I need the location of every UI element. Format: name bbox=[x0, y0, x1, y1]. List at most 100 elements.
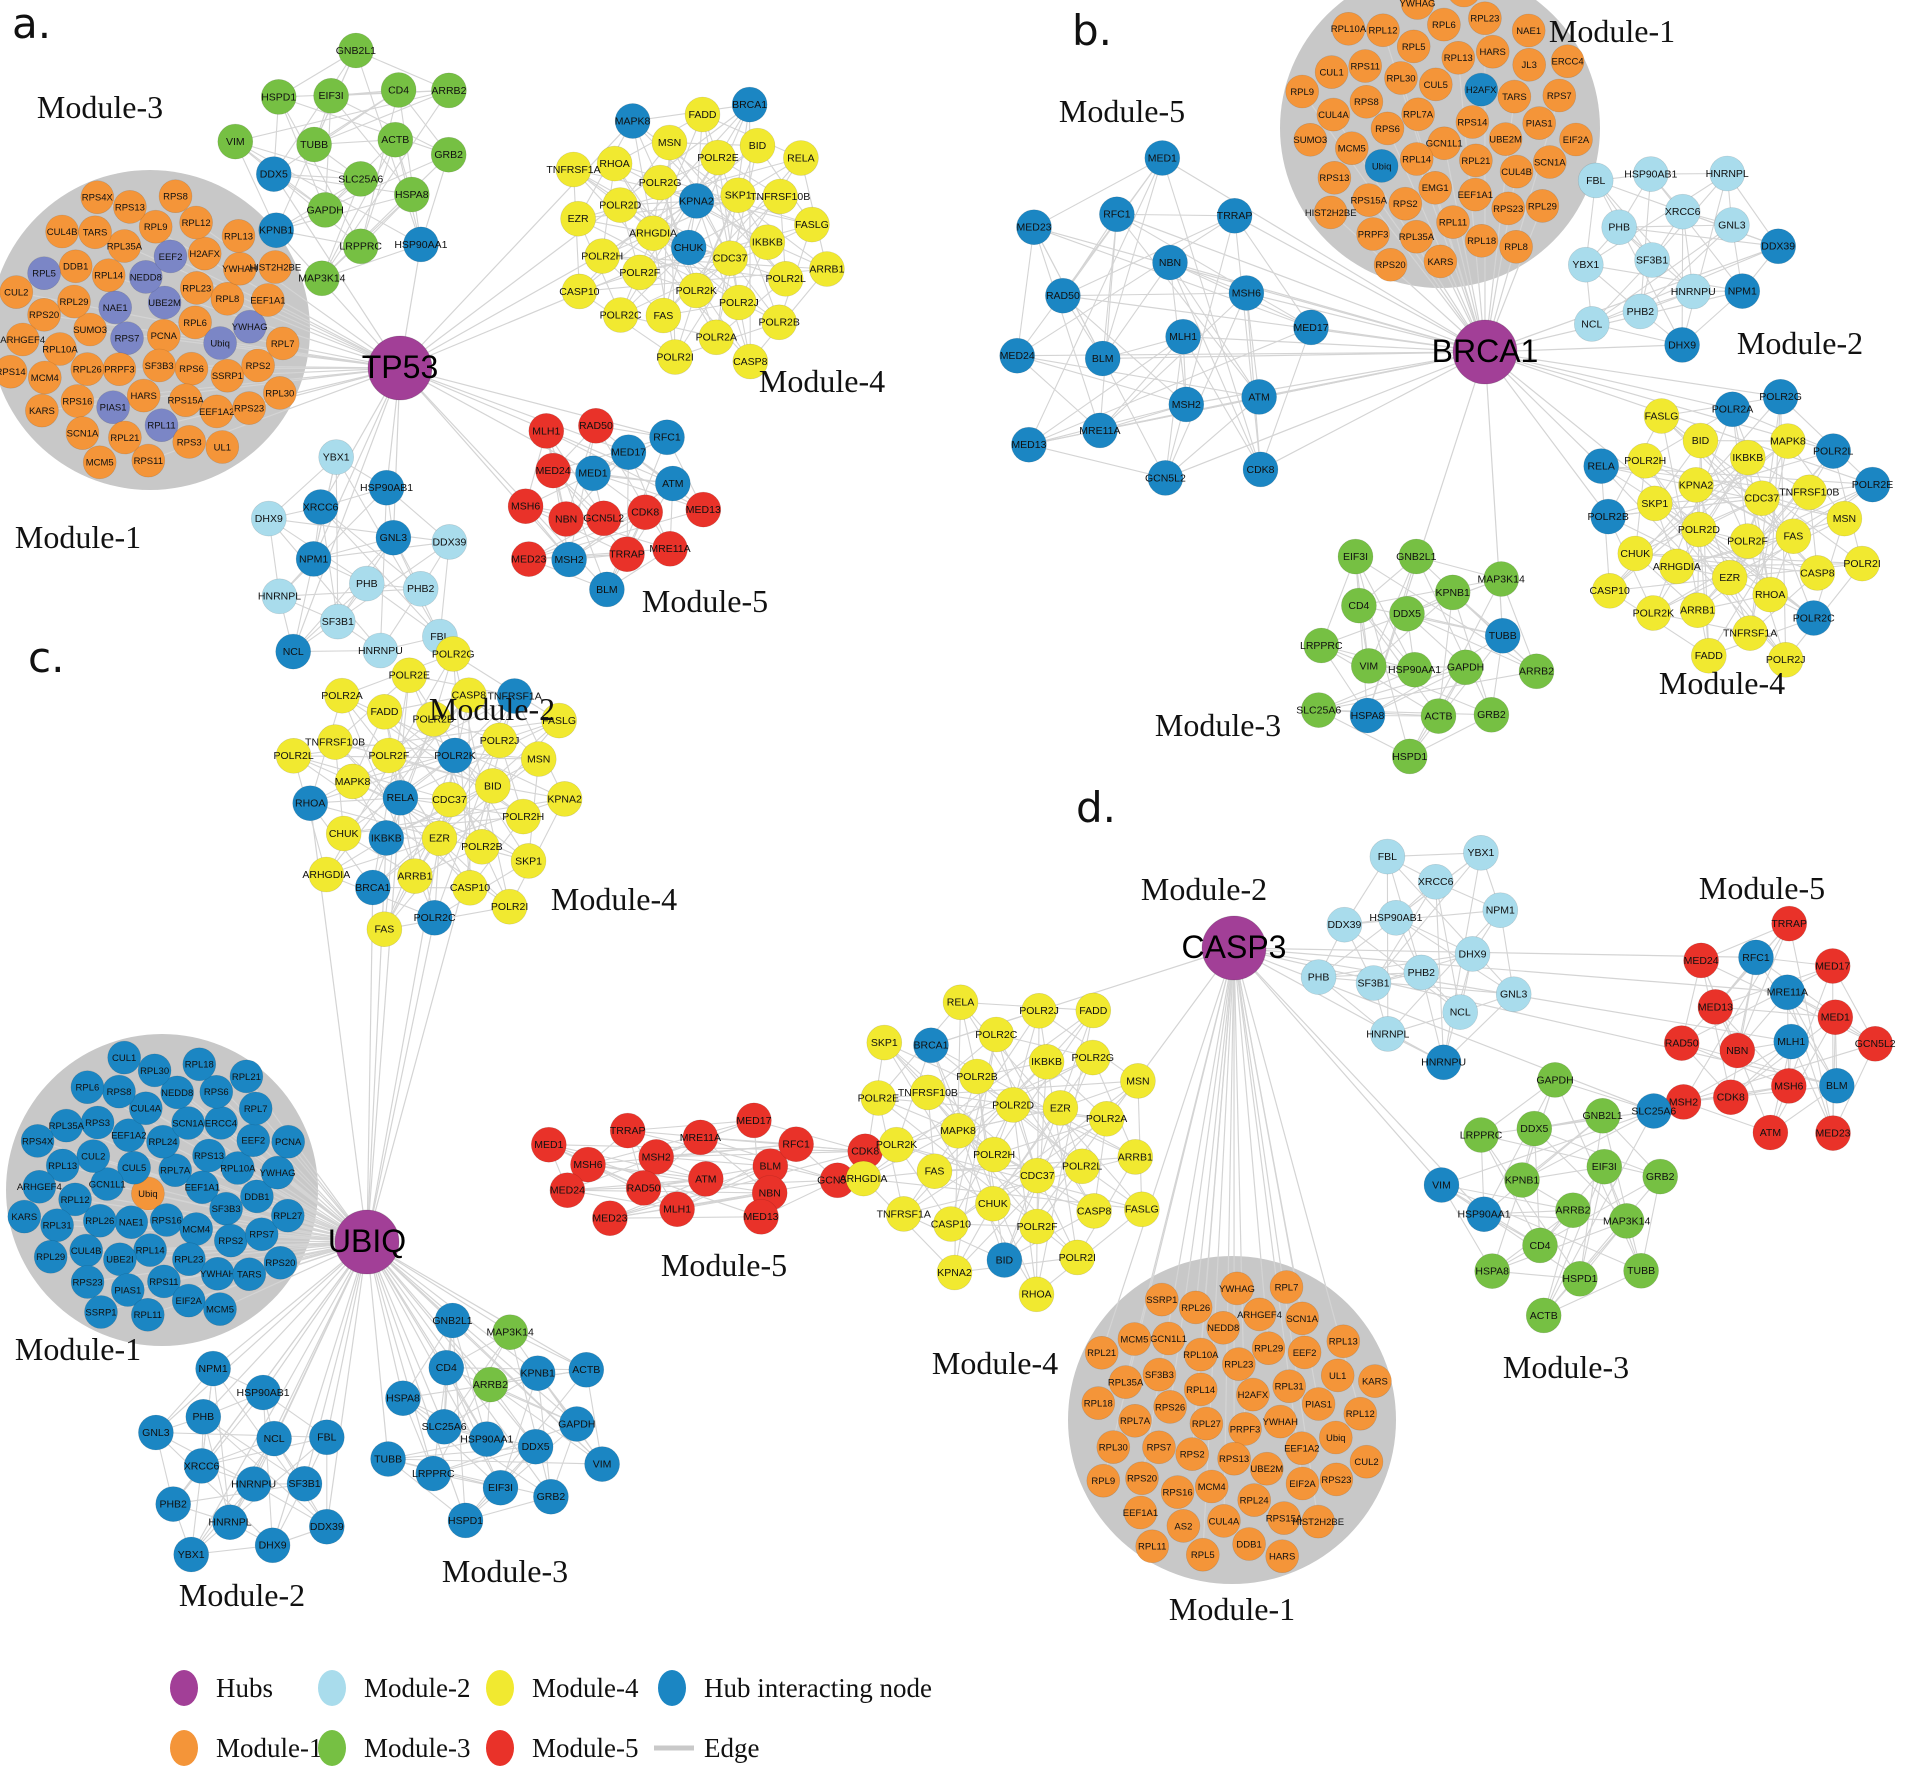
node-ARHGDIA[interactable] bbox=[845, 1160, 882, 1197]
node-NCL[interactable] bbox=[275, 633, 312, 670]
node-NAE1[interactable] bbox=[114, 1205, 149, 1239]
node-MED17[interactable] bbox=[1293, 309, 1329, 346]
node-IKBKB[interactable] bbox=[749, 224, 786, 260]
node-POLR2K[interactable] bbox=[678, 272, 715, 309]
node-CD4[interactable] bbox=[1522, 1227, 1558, 1264]
node-BID[interactable] bbox=[1682, 422, 1719, 459]
node-RPL35A[interactable] bbox=[49, 1108, 84, 1143]
node-CASP10[interactable] bbox=[452, 869, 488, 906]
node-XRCC6[interactable] bbox=[183, 1448, 220, 1484]
node-SCN1A[interactable] bbox=[65, 416, 100, 450]
node-SKP1[interactable] bbox=[866, 1024, 903, 1061]
node-RPL14[interactable] bbox=[1183, 1372, 1218, 1407]
node-RPL6[interactable] bbox=[1427, 7, 1461, 42]
node-UBE2M[interactable] bbox=[1488, 122, 1523, 156]
node-PHB[interactable] bbox=[1300, 959, 1337, 995]
node-KPNB1[interactable] bbox=[519, 1355, 556, 1391]
node-MED23[interactable] bbox=[510, 541, 547, 577]
node-ATM[interactable] bbox=[687, 1161, 724, 1197]
node-CUL5[interactable] bbox=[117, 1150, 151, 1185]
node-POLR2B[interactable] bbox=[464, 828, 500, 865]
node-MED23[interactable] bbox=[1016, 209, 1052, 245]
node-MSH6[interactable] bbox=[1771, 1068, 1807, 1104]
node-BID[interactable] bbox=[739, 127, 776, 164]
node-RELA[interactable] bbox=[382, 779, 419, 816]
node-FASLG[interactable] bbox=[541, 702, 577, 739]
node-POLR2B[interactable] bbox=[761, 304, 798, 341]
node-YWHAG[interactable] bbox=[1400, 0, 1435, 20]
node-HSP90AB1[interactable] bbox=[1633, 156, 1669, 192]
node-DDB1[interactable] bbox=[1232, 1527, 1266, 1561]
node-RAD50[interactable] bbox=[1663, 1025, 1700, 1061]
node-ATM[interactable] bbox=[1241, 379, 1277, 415]
node-GNB2L1[interactable] bbox=[338, 32, 374, 69]
node-RPS2[interactable] bbox=[241, 348, 275, 383]
node-ARRB1[interactable] bbox=[1679, 592, 1716, 629]
node-IKBKB[interactable] bbox=[368, 820, 405, 856]
node-RPL10A[interactable] bbox=[1184, 1337, 1218, 1372]
node-POLR2A[interactable] bbox=[1088, 1101, 1125, 1137]
node-RPL31[interactable] bbox=[1272, 1369, 1306, 1403]
node-MED1[interactable] bbox=[575, 455, 611, 492]
node-PIAS2[interactable] bbox=[1447, 0, 1480, 8]
node-EZR[interactable] bbox=[421, 820, 458, 857]
node-RPS13[interactable] bbox=[192, 1138, 226, 1173]
node-SF3B3[interactable] bbox=[209, 1191, 243, 1226]
node-RPS8[interactable] bbox=[1349, 85, 1384, 119]
node-MED1[interactable] bbox=[1817, 999, 1854, 1036]
node-CUL4B[interactable] bbox=[1499, 154, 1534, 189]
node-TUBB[interactable] bbox=[1484, 617, 1521, 654]
node-POLR2B[interactable] bbox=[959, 1058, 995, 1095]
node-RPL10A[interactable] bbox=[43, 332, 77, 366]
node-DDB1[interactable] bbox=[58, 249, 93, 284]
node-CDK8[interactable] bbox=[627, 494, 664, 531]
node-RPL12[interactable] bbox=[1366, 13, 1400, 48]
node-YWHAG[interactable] bbox=[1220, 1271, 1254, 1306]
node-HSP90AB1[interactable] bbox=[368, 469, 405, 506]
node-SSRP1[interactable] bbox=[84, 1295, 118, 1329]
node-POLR2E[interactable] bbox=[700, 139, 736, 176]
node-BLM[interactable] bbox=[1819, 1068, 1855, 1104]
node-RPL11[interactable] bbox=[1436, 205, 1470, 239]
node-RPL7A[interactable] bbox=[1118, 1404, 1152, 1438]
node-MSH2[interactable] bbox=[551, 541, 587, 578]
node-MED13[interactable] bbox=[743, 1199, 779, 1235]
node-HIST2H2BE[interactable] bbox=[258, 250, 293, 284]
node-ACTB[interactable] bbox=[1420, 698, 1457, 734]
node-HSP90AA1[interactable] bbox=[468, 1421, 505, 1457]
node-EIF3I[interactable] bbox=[313, 78, 349, 114]
node-LRPPRC[interactable] bbox=[1463, 1117, 1499, 1153]
node-ERCC4[interactable] bbox=[204, 1106, 238, 1140]
node-CHUK[interactable] bbox=[325, 815, 362, 852]
node-EEF1A2[interactable] bbox=[199, 394, 234, 429]
node-POLR2A[interactable] bbox=[1714, 391, 1751, 428]
node-MCM5[interactable] bbox=[1335, 131, 1369, 165]
node-RPL21[interactable] bbox=[1459, 143, 1493, 178]
node-DDB1[interactable] bbox=[240, 1179, 274, 1214]
node-POLR2J[interactable] bbox=[721, 284, 757, 321]
node-MED1[interactable] bbox=[530, 1126, 567, 1163]
node-MSN[interactable] bbox=[520, 741, 557, 777]
node-TRRAP[interactable] bbox=[1771, 905, 1807, 942]
node-MSN[interactable] bbox=[651, 124, 688, 161]
node-H2AFX[interactable] bbox=[187, 236, 222, 271]
node-RPL29[interactable] bbox=[1251, 1331, 1286, 1365]
node-EEF1A1[interactable] bbox=[1123, 1495, 1158, 1530]
node-SLC25A6[interactable] bbox=[426, 1409, 462, 1445]
node-POLR2F[interactable] bbox=[1729, 523, 1766, 559]
node-ARHGDIA[interactable] bbox=[635, 215, 671, 251]
node-PCNA[interactable] bbox=[271, 1124, 306, 1159]
node-TNFRSF1A[interactable] bbox=[1732, 615, 1768, 651]
node-RPL7A[interactable] bbox=[1401, 97, 1435, 132]
node-RPS7[interactable] bbox=[244, 1217, 279, 1251]
node-RFC1[interactable] bbox=[649, 419, 685, 456]
node-TARS[interactable] bbox=[78, 215, 112, 250]
node-GAPDH[interactable] bbox=[1447, 649, 1484, 686]
node-YWHAH[interactable] bbox=[1263, 1404, 1298, 1439]
node-RPL7[interactable] bbox=[265, 326, 300, 361]
node-RPL30[interactable] bbox=[262, 376, 297, 410]
node-TUBB[interactable] bbox=[296, 126, 332, 163]
node-HARS[interactable] bbox=[1265, 1539, 1299, 1573]
node-MED17[interactable] bbox=[610, 434, 647, 471]
node-ARHGDIA[interactable] bbox=[308, 856, 345, 893]
